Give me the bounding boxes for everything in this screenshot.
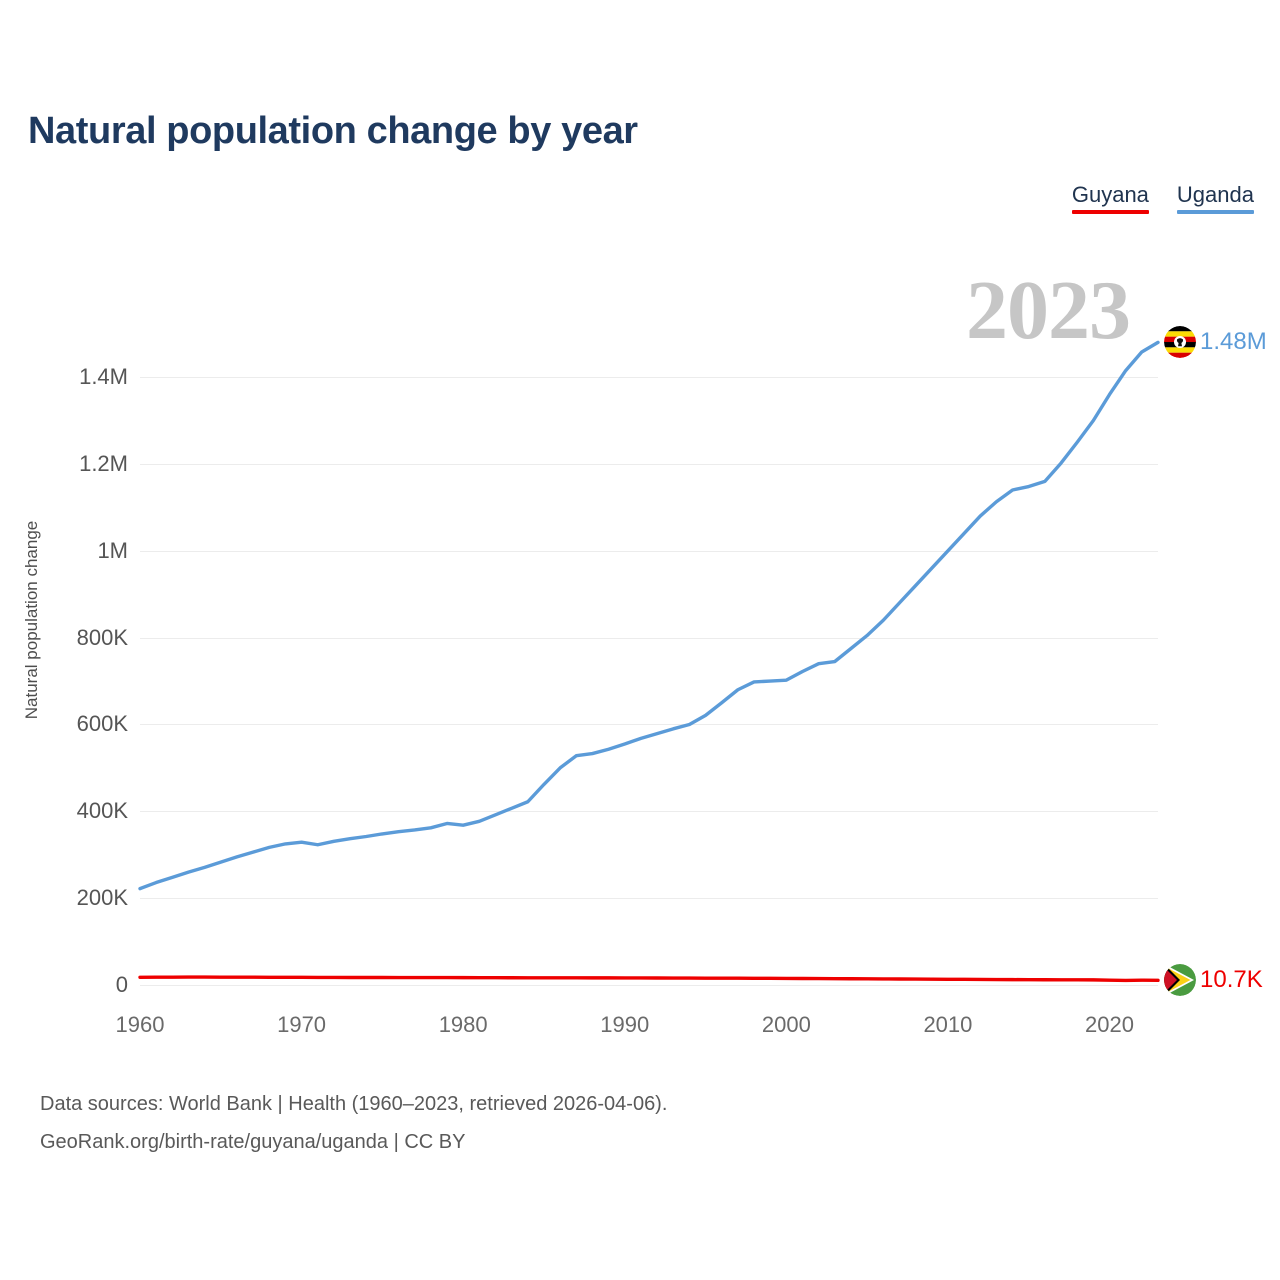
endpoint-value-uganda: 1.48M	[1200, 328, 1267, 356]
legend-label-uganda: Uganda	[1176, 182, 1254, 207]
x-axis-tick-label: 2010	[923, 1012, 973, 1037]
legend-item-uganda[interactable]: Uganda	[1176, 182, 1254, 214]
y-axis-tick-label: 1M	[97, 537, 128, 563]
watermark-year: 2023	[966, 264, 1131, 357]
legend-swatch-uganda	[1176, 210, 1254, 214]
y-axis-tick-label: 1.2M	[79, 450, 128, 476]
chart-legend: Guyana Uganda	[1071, 182, 1254, 214]
legend-label-guyana: Guyana	[1071, 182, 1149, 207]
guyana-flag-icon	[1164, 964, 1196, 997]
y-axis-tick-label: 600K	[76, 711, 128, 737]
series-line-guyana	[138, 975, 1160, 983]
gridline	[140, 724, 1158, 726]
gridline	[140, 985, 1158, 986]
x-axis-tick-label: 1970	[277, 1012, 327, 1037]
y-axis-tick-label: 200K	[76, 885, 128, 911]
gridline	[140, 811, 1158, 813]
gridline	[140, 898, 1158, 900]
uganda-flag-icon	[1164, 326, 1196, 359]
series-lines	[138, 340, 1160, 983]
x-axis-tick-label: 2000	[761, 1012, 811, 1037]
gridline	[140, 550, 1158, 552]
gridline	[140, 637, 1158, 639]
series-line-uganda	[138, 340, 1160, 891]
x-axis-tick-label: 1980	[438, 1012, 488, 1037]
footer-sources: Data sources: World Bank | Health (1960–…	[40, 1085, 667, 1161]
page-title: Natural population change by year	[28, 110, 638, 152]
x-axis-tick-label: 1960	[115, 1012, 165, 1037]
y-axis-tick-label: 1.4M	[79, 364, 128, 390]
gridline	[140, 463, 1158, 465]
footer-line-1: Data sources: World Bank | Health (1960–…	[40, 1093, 668, 1115]
endpoint-guyana[interactable]: 10.7K	[1164, 964, 1263, 997]
y-axis-title: Natural population change	[22, 520, 41, 720]
y-axis-tick-label: 800K	[76, 624, 128, 650]
endpoint-uganda[interactable]: 1.48M	[1164, 326, 1267, 359]
plot-area	[138, 325, 1160, 985]
footer-line-2: GeoRank.org/birth-rate/guyana/uganda | C…	[40, 1131, 466, 1153]
y-axis-tick-label: 0	[115, 972, 128, 997]
y-axis-tick-label: 400K	[76, 798, 128, 824]
gridline	[140, 377, 1158, 379]
x-axis-tick-label: 2020	[1085, 1012, 1134, 1037]
x-axis-tick-label: 1990	[600, 1012, 650, 1037]
legend-item-guyana[interactable]: Guyana	[1071, 182, 1149, 214]
endpoint-value-guyana: 10.7K	[1200, 966, 1263, 994]
legend-swatch-guyana	[1071, 210, 1149, 214]
